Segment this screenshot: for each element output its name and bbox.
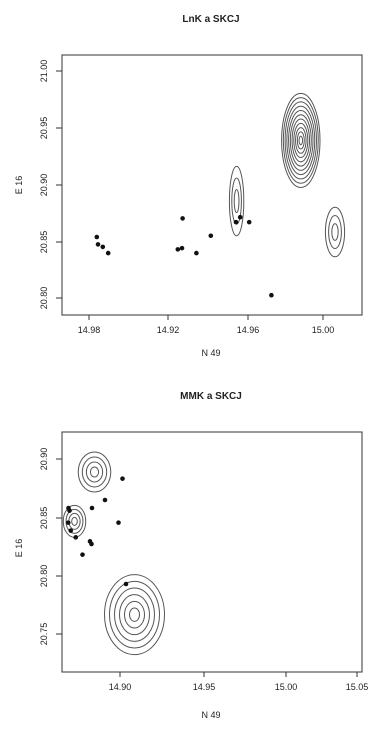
contour-line (328, 215, 342, 250)
y-axis-label-1: E 16 (14, 176, 24, 195)
data-point (67, 508, 72, 513)
y-tick-label-1-1: 20.95 (39, 117, 49, 140)
points-2 (65, 476, 129, 587)
y-tick-label-2-1: 20.85 (39, 507, 49, 530)
chart-title-1: LnK a SKCJ (182, 14, 239, 25)
data-point (237, 214, 243, 220)
contour-line (324, 206, 346, 258)
contour-line (291, 118, 311, 163)
data-point (123, 581, 129, 587)
data-point (89, 505, 95, 511)
y-tick-label-1-3: 20.85 (39, 231, 49, 254)
contour-line (233, 189, 240, 214)
data-point (179, 245, 185, 251)
data-point (100, 244, 106, 250)
contour-line (85, 461, 104, 483)
contour-line (288, 109, 314, 171)
chart-title-2: MMK a SKCJ (180, 391, 242, 402)
contour-line (77, 451, 112, 493)
chart-panel-1: LnK a SKCJ 14.98 14.92 14.96 15.00 21.00… (14, 14, 363, 358)
x-ticks-2: 14.90 14.95 15.00 15.05 (109, 672, 369, 692)
contours-2 (62, 451, 165, 656)
data-point (116, 520, 121, 525)
contour-line (298, 135, 304, 146)
data-point (233, 219, 239, 225)
x-tick-label-2-1: 14.95 (193, 682, 216, 692)
y-ticks-1: 21.00 20.95 20.90 20.85 20.80 (39, 60, 62, 310)
y-axis-label-2: E 16 (14, 539, 24, 558)
x-axis-label-2: N 49 (201, 710, 220, 720)
data-point (269, 292, 274, 298)
contours-1 (228, 92, 346, 258)
contour-line (296, 131, 305, 150)
contour-line (331, 223, 339, 241)
contour-line (282, 97, 319, 184)
x-tick-label-2-2: 15.00 (275, 682, 298, 692)
data-point (80, 552, 85, 557)
data-point (89, 541, 94, 547)
data-point (68, 528, 74, 533)
data-point (120, 476, 125, 481)
data-point (73, 535, 79, 540)
data-point (102, 497, 108, 503)
y-tick-label-1-4: 20.80 (39, 287, 49, 310)
plot-area-2 (61, 431, 363, 673)
data-point (208, 233, 214, 239)
data-point (246, 219, 252, 225)
contour-line (104, 574, 165, 656)
chart-panel-2: MMK a SKCJ 14.90 14.95 15.00 15.05 20.90… (14, 391, 368, 720)
contour-line (129, 607, 140, 622)
x-tick-label-2-3: 15.05 (346, 682, 369, 692)
data-point (175, 247, 181, 252)
x-tick-label-1-1: 14.92 (157, 325, 180, 335)
contour-line (65, 508, 84, 534)
contour-line (119, 594, 150, 636)
contour-line (109, 580, 160, 649)
contour-line (71, 516, 78, 526)
contour-line (289, 114, 312, 167)
data-point (95, 242, 101, 247)
y-tick-label-2-3: 20.75 (39, 623, 49, 646)
x-tick-label-1-0: 14.98 (78, 325, 101, 335)
contour-line (68, 512, 81, 530)
x-tick-label-1-2: 14.96 (237, 325, 260, 335)
y-ticks-2: 20.90 20.85 20.80 20.75 (39, 448, 62, 646)
y-tick-label-1-0: 21.00 (39, 60, 49, 83)
data-point (180, 216, 185, 221)
contour-line (228, 165, 245, 237)
plot-area-1 (61, 54, 363, 316)
y-tick-label-1-2: 20.90 (39, 174, 49, 197)
contour-line (81, 456, 108, 488)
contour-line (124, 600, 145, 629)
y-tick-label-2-2: 20.80 (39, 565, 49, 588)
contour-line (284, 101, 318, 180)
data-point (105, 250, 111, 256)
x-axis-label-1: N 49 (201, 348, 220, 358)
data-point (94, 234, 100, 240)
contour-line (293, 122, 309, 159)
contour-line (286, 105, 316, 176)
contour-line (281, 92, 321, 188)
points-1 (94, 214, 274, 298)
y-tick-label-2-0: 20.90 (39, 448, 49, 471)
contour-line (114, 587, 155, 642)
contour-line (295, 127, 307, 154)
x-tick-label-2-0: 14.90 (109, 682, 132, 692)
x-tick-label-1-3: 15.00 (312, 325, 335, 335)
data-point (194, 250, 199, 256)
data-point (65, 520, 71, 525)
contour-line (89, 466, 100, 478)
x-ticks-1: 14.98 14.92 14.96 15.00 (78, 315, 335, 335)
